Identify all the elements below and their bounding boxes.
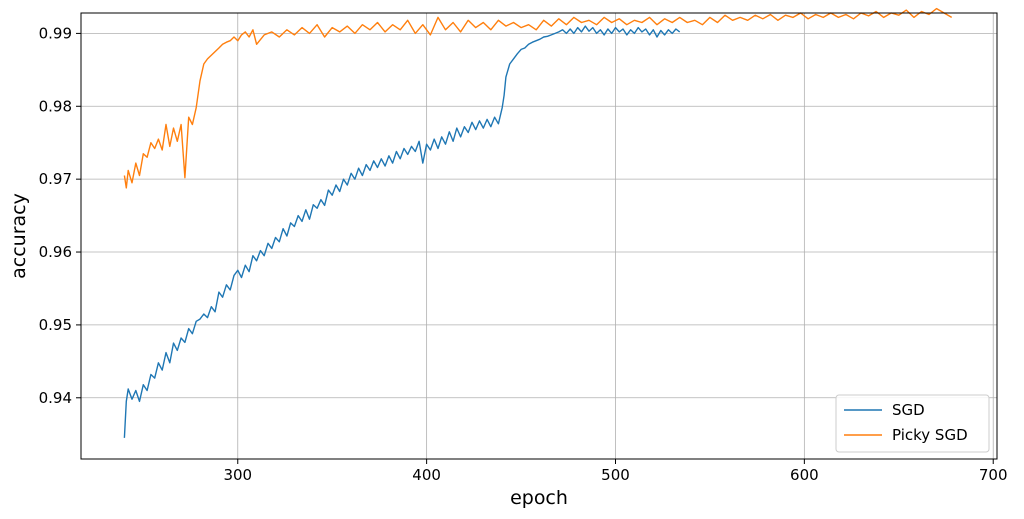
x-axis-label: epoch bbox=[510, 487, 568, 509]
grid-lines bbox=[81, 13, 997, 459]
x-tick-label: 300 bbox=[223, 466, 252, 484]
y-tick-label: 0.98 bbox=[39, 97, 72, 115]
y-tick-label: 0.95 bbox=[39, 316, 72, 334]
x-axis: 300 400 500 600 700 bbox=[223, 459, 1008, 484]
legend-label: Picky SGD bbox=[892, 426, 968, 444]
x-tick-label: 600 bbox=[790, 466, 819, 484]
series-line-sgd bbox=[123, 25, 681, 438]
plot-frame bbox=[80, 12, 998, 460]
series-layer bbox=[123, 7, 953, 438]
series-line-picky-sgd bbox=[123, 7, 953, 189]
y-tick-label: 0.99 bbox=[39, 24, 72, 42]
x-tick-label: 500 bbox=[601, 466, 630, 484]
y-tick-label: 0.97 bbox=[39, 170, 72, 188]
y-tick-label: 0.96 bbox=[39, 243, 72, 261]
y-axis-label: accuracy bbox=[8, 193, 30, 279]
x-tick-label: 700 bbox=[979, 466, 1008, 484]
x-tick-label: 400 bbox=[412, 466, 441, 484]
legend: SGD Picky SGD bbox=[835, 394, 990, 453]
legend-label: SGD bbox=[892, 401, 925, 419]
y-tick-label: 0.94 bbox=[39, 389, 72, 407]
y-axis: 0.94 0.95 0.96 0.97 0.98 0.99 bbox=[39, 24, 81, 407]
